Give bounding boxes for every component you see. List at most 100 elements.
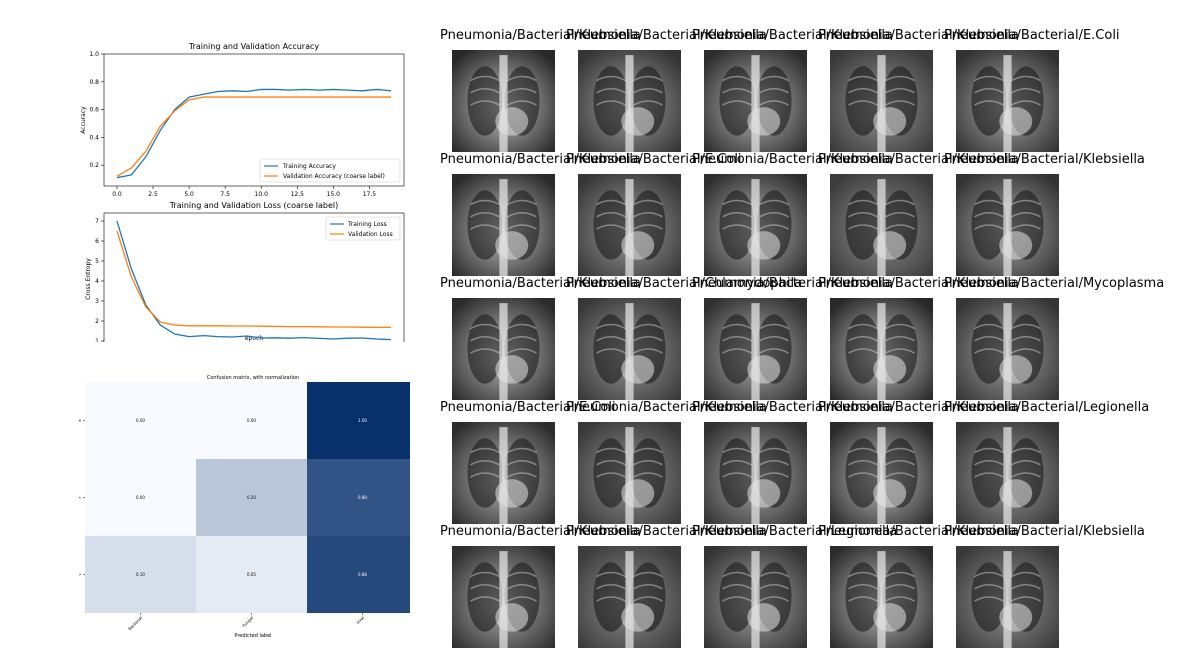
confusion-matrix-cell xyxy=(85,459,196,536)
chest-xray-image xyxy=(452,298,555,400)
chest-xray-image xyxy=(956,174,1059,276)
loss-ytick-label: 3 xyxy=(95,298,99,305)
xray-cell-title: Pneumonia/Bacterial/Chlamydophila xyxy=(566,276,803,291)
confusion-matrix-cell xyxy=(196,536,307,613)
chest-xray-image xyxy=(830,174,933,276)
chest-xray-image xyxy=(578,422,681,524)
chest-xray-image xyxy=(704,546,807,648)
xray-cell: Pneumonia/Bacterial/Klebsiella xyxy=(692,28,893,152)
legend-validation-loss: Validation Loss xyxy=(348,231,393,238)
xray-cell-title: Pneumonia/Bacterial/Klebsiella xyxy=(818,28,1019,43)
confusion-matrix-ytick-label: V xyxy=(78,573,82,576)
xray-cell: Pneumonia/Bacterial/Klebsiella xyxy=(440,28,641,152)
xray-cell: Pneumonia/Bacterial/Legionella xyxy=(692,524,898,648)
loss-ytick-label: 6 xyxy=(95,238,99,245)
confusion-matrix-cell-label: 0.10 xyxy=(136,572,145,577)
xray-cell: Pneumonia/Bacterial/Klebsiella xyxy=(818,524,1019,648)
chest-xray-image xyxy=(830,50,933,152)
chest-xray-image xyxy=(704,50,807,152)
acc-ytick-label: 1.0 xyxy=(89,51,99,58)
acc-ytick-label: 0.6 xyxy=(89,107,99,114)
confusion-matrix-xtick-label: Bacterial xyxy=(127,615,143,631)
xray-cell-title: Pneumonia/Bacterial/Klebsiella xyxy=(818,276,1019,291)
accuracy-chart: Training and Validation Accuracy 0.2 0.4 0… xyxy=(80,42,405,198)
confusion-matrix-chart: Confusion matrix, with normalization 0.0… xyxy=(78,375,410,639)
chest-xray-image xyxy=(578,298,681,400)
confusion-matrix-title: Confusion matrix, with normalization xyxy=(207,375,299,381)
legend-validation-accuracy: Validation Accuracy (coarse label) xyxy=(283,173,385,180)
confusion-matrix-cell xyxy=(307,536,410,613)
xray-cell: Pneumonia/Bacterial/Klebsiella xyxy=(692,276,893,400)
chest-xray-image xyxy=(956,50,1059,152)
chest-xray-image xyxy=(830,546,933,648)
xray-cell-title: Pneumonia/Bacterial/Klebsiella xyxy=(692,276,893,291)
xray-cell-title: Pneumonia/Bacterial/Klebsiella xyxy=(944,524,1145,539)
chest-xray-image xyxy=(830,422,933,524)
acc-xtick-label: 0.0 xyxy=(112,191,122,198)
confusion-matrix-cell-label: 0.80 xyxy=(358,495,367,500)
confusion-matrix-cell-label: 0.05 xyxy=(247,572,256,577)
confusion-matrix-cell-label: 0.86 xyxy=(358,572,367,577)
confusion-matrix-cell xyxy=(307,382,410,459)
chest-xray-image xyxy=(452,546,555,648)
xray-cell: Pneumonia/Bacterial/Klebsiella xyxy=(566,524,767,648)
chest-xray-image xyxy=(578,174,681,276)
acc-ytick-label: 0.8 xyxy=(89,79,99,86)
chest-xray-image xyxy=(578,50,681,152)
xray-cell: Pneumonia/Bacterial/Klebsiella xyxy=(944,524,1145,648)
confusion-matrix-cell xyxy=(85,382,196,459)
chest-xray-image xyxy=(704,298,807,400)
acc-series-line-1 xyxy=(116,96,392,177)
xray-cell: Pneumonia/Bacterial/E.Coli xyxy=(440,400,616,524)
acc-ytick-label: 0.2 xyxy=(89,162,99,169)
loss-ytick-label: 2 xyxy=(95,318,99,325)
accuracy-chart-title: Training and Validation Accuracy xyxy=(188,42,320,51)
xray-cell-title: Pneumonia/Bacterial/Klebsiella xyxy=(566,400,767,415)
confusion-matrix-cell-label: 0.00 xyxy=(136,495,145,500)
confusion-matrix-cell-label: 1.00 xyxy=(358,418,367,423)
xray-cell: Pneumonia/Bacterial/Klebsiella xyxy=(692,400,893,524)
acc-ytick-label: 0.4 xyxy=(89,134,99,141)
confusion-matrix-cell-label: 0.20 xyxy=(247,495,256,500)
chest-xray-image xyxy=(704,174,807,276)
confusion-matrix-xlabel: Predicted label xyxy=(234,633,271,639)
xray-cell-title: Pneumonia/Bacterial/Klebsiella xyxy=(944,152,1145,167)
confusion-matrix-xtick-label: Viral xyxy=(355,615,365,625)
acc-xtick-label: 15.0 xyxy=(327,191,341,198)
xray-cell: Pneumonia/Bacterial/Klebsiella xyxy=(566,400,767,524)
loss-series-line-1 xyxy=(116,230,392,329)
xray-cell-title: Pneumonia/Bacterial/Klebsiella xyxy=(692,28,893,43)
xray-cell-title: Pneumonia/Bacterial/Klebsiella xyxy=(818,400,1019,415)
acc-xtick-label: 10.0 xyxy=(255,191,269,198)
xray-cell: Pneumonia/Bacterial/E.Coli xyxy=(944,28,1120,152)
loss-ytick-label: 5 xyxy=(95,258,99,265)
xray-cell-title: Pneumonia/Bacterial/E.Coli xyxy=(566,152,742,167)
xray-cell-title: Pneumonia/Bacterial/E.Coli xyxy=(944,28,1120,43)
xray-cell: Pneumonia/Bacterial/Mycoplasma xyxy=(944,276,1164,400)
loss-ytick-label: 7 xyxy=(95,218,99,225)
confusion-matrix-cell xyxy=(307,459,410,536)
confusion-matrix-cell-label: 0.00 xyxy=(247,418,256,423)
acc-xtick-label: 7.5 xyxy=(220,191,230,198)
loss-ytick-label: 1 xyxy=(95,338,99,342)
accuracy-ylabel: Accuracy xyxy=(80,106,87,134)
xray-cell-title: Pneumonia/Bacterial/Klebsiella xyxy=(692,400,893,415)
xray-cell: Pneumonia/Bacterial/Klebsiella xyxy=(818,276,1019,400)
xray-cell-title: Pneumonia/Bacterial/Klebsiella xyxy=(818,152,1019,167)
confusion-matrix-ytick-label: B xyxy=(78,419,82,421)
chest-xray-image xyxy=(956,546,1059,648)
xray-cell: Pneumonia/Bacterial/Klebsiella xyxy=(818,28,1019,152)
xray-cell-title: Pneumonia/Bacterial/Legionella xyxy=(692,524,898,539)
xray-cell: Pneumonia/Bacterial/E.Coli xyxy=(566,152,742,276)
chest-xray-image xyxy=(830,298,933,400)
acc-series-line-0 xyxy=(116,88,392,179)
xray-cell: Pneumonia/Bacterial/Klebsiella xyxy=(440,524,641,648)
xray-cell-title: Pneumonia/Bacterial/Klebsiella xyxy=(692,152,893,167)
confusion-matrix-ytick-label: F xyxy=(78,496,82,498)
xray-image-grid: Pneumonia/Bacterial/Klebsiella Pneumonia/… xyxy=(430,28,1170,653)
xray-cell: Pneumonia/Bacterial/Chlamydophila xyxy=(566,276,803,400)
xray-cell-title: Pneumonia/Bacterial/Klebsiella xyxy=(566,524,767,539)
acc-xtick-label: 12.5 xyxy=(291,191,305,198)
xray-cell-title: Pneumonia/Bacterial/Legionella xyxy=(944,400,1150,415)
loss-legend: Training Loss Validation Loss xyxy=(325,216,401,241)
